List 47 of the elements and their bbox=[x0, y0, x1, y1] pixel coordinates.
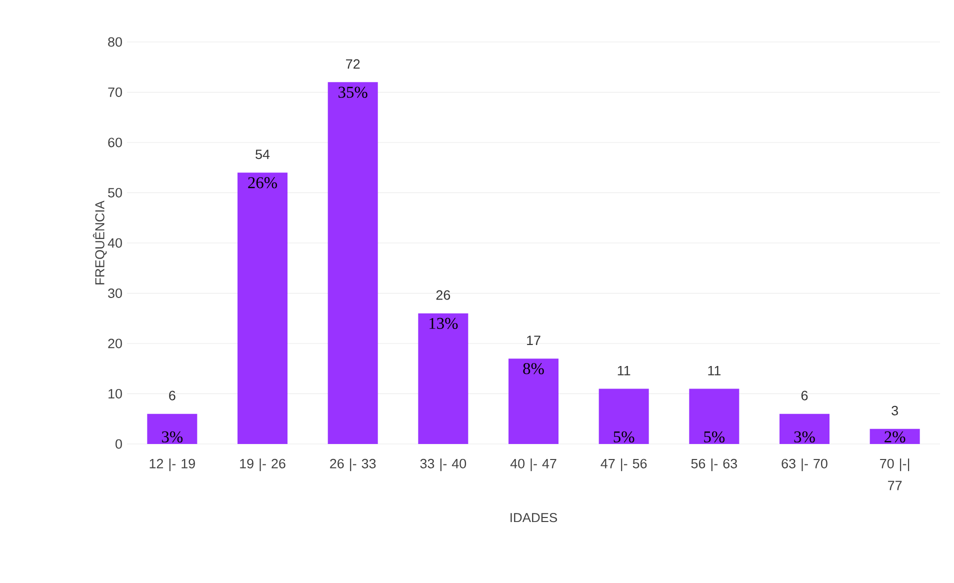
bar bbox=[780, 414, 830, 444]
x-tick-label: 40 |- 47 bbox=[510, 458, 556, 472]
annotation: 8% bbox=[523, 363, 544, 374]
y-tick-label: 20 bbox=[108, 338, 122, 348]
y-tick-label: 10 bbox=[108, 388, 122, 398]
x-axis-title: IDADES bbox=[510, 512, 558, 522]
annotation: 2% bbox=[884, 431, 906, 442]
y-tick-label: 0 bbox=[116, 439, 122, 449]
annotation: 5% bbox=[614, 431, 634, 442]
x-tick-label: 26 |- 33 bbox=[330, 458, 376, 472]
data-label: 11 bbox=[618, 366, 630, 376]
y-tick-label: 70 bbox=[108, 87, 122, 97]
annotation: 35% bbox=[338, 86, 368, 98]
data-label: 26 bbox=[436, 290, 450, 300]
x-tick-label: 70 |-| 77 bbox=[880, 458, 910, 490]
annotation: 3% bbox=[162, 431, 183, 442]
data-label: 54 bbox=[256, 150, 270, 160]
annotation: 5% bbox=[704, 431, 725, 442]
y-axis-title: FREQUÊNCIA bbox=[92, 200, 107, 284]
data-label: 11 bbox=[708, 366, 720, 376]
data-label: 3 bbox=[892, 406, 898, 416]
bar bbox=[598, 388, 649, 444]
x-tick-label: 47 |- 56 bbox=[600, 458, 647, 472]
bar bbox=[508, 358, 559, 444]
y-tick-label: 60 bbox=[108, 138, 122, 148]
y-tick-label: 30 bbox=[108, 288, 122, 298]
data-label: 6 bbox=[801, 390, 808, 400]
annotation: 3% bbox=[794, 431, 815, 442]
data-label: 72 bbox=[346, 59, 360, 69]
annotation: 13% bbox=[430, 318, 458, 330]
x-tick-label: 19 |- 26 bbox=[240, 458, 286, 472]
y-tick-label: 50 bbox=[108, 188, 122, 198]
y-tick-label: 40 bbox=[108, 238, 122, 248]
bar bbox=[870, 428, 920, 444]
x-tick-label: 63 |- 70 bbox=[782, 458, 828, 472]
annotation: 26% bbox=[248, 177, 278, 188]
bar bbox=[689, 388, 740, 444]
bar bbox=[147, 414, 198, 444]
bar bbox=[418, 313, 468, 444]
data-label: 6 bbox=[169, 390, 176, 400]
bar bbox=[328, 82, 378, 444]
x-tick-label: 33 |- 40 bbox=[420, 458, 466, 472]
x-tick-label: 56 |- 63 bbox=[691, 458, 737, 472]
x-tick-label: 12 |- 19 bbox=[150, 458, 195, 472]
data-label: 17 bbox=[527, 336, 540, 346]
bar bbox=[238, 172, 288, 444]
y-tick-label: 80 bbox=[108, 37, 122, 47]
